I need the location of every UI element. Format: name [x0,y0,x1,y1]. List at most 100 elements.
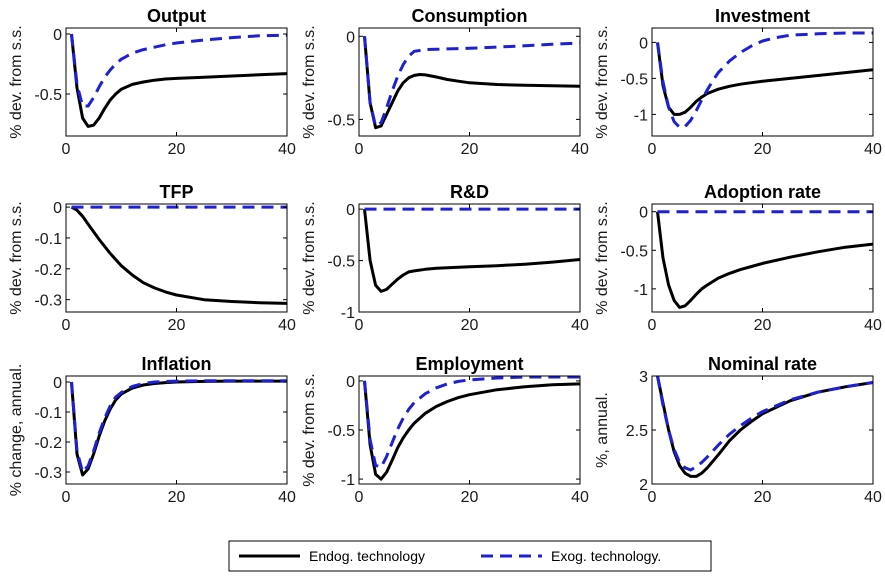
xtick-label-nominal-rate-20: 20 [754,489,772,506]
panel-title-employment: Employment [415,354,523,374]
series-endog-nominal-rate [656,376,873,478]
panel-title-investment: Investment [715,6,810,26]
legend-box [228,540,712,572]
xtick-label-nominal-rate-40: 40 [864,489,882,506]
ytick-label-r-d-0: 0 [346,202,355,219]
panel-title-nominal-rate: Nominal rate [708,354,817,374]
panel-inflation: 0 20 40 0 -0.1 -0.2 -0.3 Inflation % change, ann… [8,354,296,506]
panel-title-inflation: Inflation [142,354,212,374]
ylabel-tfp: % dev. from s.s. [8,201,25,315]
ytick-label-inflation-2: -0.2 [34,435,62,452]
panel-employment: 0 20 40 0 -0.5 -1 Employment % dev. from s.s. [301,354,589,506]
legend-label-exog: Exog. technology. [551,548,661,564]
xtick-label-consumption-0: 0 [355,141,364,158]
xtick-label-tfp-20: 20 [168,317,186,334]
ytick-label-nominal-rate-1: 2.5 [626,423,648,440]
ytick-label-employment-2: -1 [341,472,355,489]
xtick-label-consumption-40: 40 [571,141,589,158]
xtick-label-consumption-20: 20 [461,141,479,158]
xtick-label-r-d-20: 20 [461,317,479,334]
panel-output: 0 20 40 0 -0.5 Output % dev. from s.s. [8,6,296,158]
ytick-label-nominal-rate-0: 3 [639,369,648,386]
ylabel-r-d: % dev. from s.s. [301,201,318,315]
axis-box-adoption-rate [651,203,874,313]
xtick-label-inflation-20: 20 [168,489,186,506]
panel-investment: 0 20 40 0 -0.5 -1 Investment % dev. from s.s. [594,6,882,158]
xtick-label-tfp-0: 0 [62,317,71,334]
xtick-label-inflation-0: 0 [62,489,71,506]
legend-label-endog: Endog. technology [309,548,425,564]
xtick-label-investment-20: 20 [754,141,772,158]
xtick-label-r-d-40: 40 [571,317,589,334]
xtick-label-investment-40: 40 [864,141,882,158]
ytick-label-employment-0: 0 [346,374,355,391]
series-endog-tfp [70,205,287,305]
legend: Endog. technology Exog. technology. [228,540,712,572]
ytick-label-consumption-0: 0 [346,29,355,46]
xtick-label-inflation-40: 40 [278,489,296,506]
series-endog-employment [363,380,580,481]
ylabel-adoption-rate: % dev. from s.s. [594,201,611,315]
xtick-label-adoption-rate-20: 20 [754,317,772,334]
ytick-label-investment-0: 0 [639,35,648,52]
ylabel-employment: % dev. from s.s. [301,373,318,487]
xtick-label-r-d-0: 0 [355,317,364,334]
series-endog-adoption-rate [656,211,873,309]
panel-title-adoption-rate: Adoption rate [704,182,821,202]
ytick-label-inflation-1: -0.1 [34,405,62,422]
panel-title-r-d: R&D [450,182,489,202]
series-exog-output [70,33,287,108]
xtick-label-tfp-40: 40 [278,317,296,334]
panel-title-consumption: Consumption [412,6,528,26]
xtick-label-adoption-rate-40: 40 [864,317,882,334]
ytick-label-inflation-0: 0 [53,375,62,392]
ytick-label-tfp-2: -0.2 [34,262,62,279]
series-endog-r-d [363,208,580,293]
ytick-label-adoption-rate-2: -1 [634,282,648,299]
ytick-label-employment-1: -0.5 [327,423,355,440]
xtick-label-output-40: 40 [278,141,296,158]
panel-adoption-rate: 0 20 40 0 -0.5 -1 Adoption rate % dev. from s.s… [594,182,882,334]
series-exog-nominal-rate [656,376,873,472]
xtick-label-nominal-rate-0: 0 [648,489,657,506]
ytick-label-output-0: 0 [53,27,62,44]
series-exog-inflation [70,379,287,474]
series-exog-investment [656,31,873,129]
series-exog-employment [363,376,580,469]
xtick-label-adoption-rate-0: 0 [648,317,657,334]
ytick-label-inflation-3: -0.3 [34,465,62,482]
series-endog-inflation [70,379,287,477]
series-endog-investment [656,42,873,116]
ytick-label-tfp-3: -0.3 [34,293,62,310]
ytick-label-consumption-1: -0.5 [327,112,355,129]
ylabel-nominal-rate: %, annual. [594,392,611,468]
series-endog-consumption [363,36,580,130]
panel-r-d: 0 20 40 0 -0.5 -1 R&D % dev. from s.s. [301,182,589,334]
ytick-label-adoption-rate-1: -0.5 [620,243,648,260]
ytick-label-r-d-2: -1 [341,305,355,322]
ylabel-output: % dev. from s.s. [8,25,25,139]
ytick-label-investment-1: -0.5 [620,71,648,88]
axis-box-employment [358,375,581,485]
panel-title-output: Output [147,6,206,26]
panel-tfp: 0 20 40 0 -0.1 -0.2 -0.3 TFP % dev. from s.s. [8,182,296,334]
ytick-label-tfp-0: 0 [53,200,62,217]
ylabel-consumption: % dev. from s.s. [301,25,318,139]
ylabel-investment: % dev. from s.s. [594,25,611,139]
ytick-label-nominal-rate-2: 2 [639,477,648,494]
ytick-label-adoption-rate-0: 0 [639,205,648,222]
xtick-label-output-0: 0 [62,141,71,158]
series-exog-consumption [363,36,580,128]
xtick-label-employment-0: 0 [355,489,364,506]
panel-title-tfp: TFP [160,182,194,202]
xtick-label-employment-20: 20 [461,489,479,506]
panel-nominal-rate: 0 20 40 3 2.5 2 Nominal rate %, annual. [594,354,882,506]
xtick-label-employment-40: 40 [571,489,589,506]
series-endog-output [70,33,287,128]
axis-box-r-d [358,203,581,313]
xtick-label-investment-0: 0 [648,141,657,158]
xtick-label-output-20: 20 [168,141,186,158]
